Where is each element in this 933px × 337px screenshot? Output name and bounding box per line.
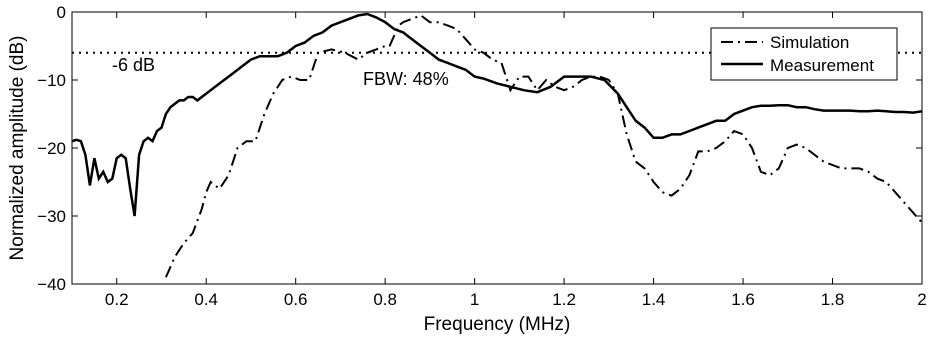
y-tick-label: −40 [37,275,66,294]
x-tick-label: 0.6 [284,290,308,309]
legend-simulation-label: Simulation [770,33,849,52]
x-tick-label: 2 [917,290,926,309]
y-tick-label: −30 [37,207,66,226]
y-axis: 0 −10 −20 −30 −40 [37,3,922,294]
legend: Simulation Measurement [710,27,898,81]
y-tick-label: −10 [37,71,66,90]
fbw-annotation: FBW: 48% [363,69,449,89]
x-tick-label: 1.4 [642,290,666,309]
x-axis-title: Frequency (MHz) [424,314,571,335]
simulation-line [164,14,923,278]
measurement-line [71,12,923,217]
x-tick-label: 0.8 [373,290,397,309]
x-tick-label: 1 [470,290,479,309]
x-axis: 0.2 0.4 0.6 0.8 1 1.2 1.4 1.6 1.8 2 [105,12,927,309]
x-tick-label: 1.2 [552,290,576,309]
y-axis-title: Normalized amplitude (dB) [7,36,28,261]
y-tick-label: 0 [57,3,66,22]
legend-measurement-label: Measurement [770,56,874,75]
x-tick-label: 0.2 [105,290,129,309]
legend-box [710,27,898,81]
x-tick-label: 1.6 [731,290,755,309]
reference-line-label: -6 dB [112,55,155,75]
x-tick-label: 0.4 [194,290,218,309]
x-tick-label: 1.8 [821,290,845,309]
y-tick-label: −20 [37,139,66,158]
